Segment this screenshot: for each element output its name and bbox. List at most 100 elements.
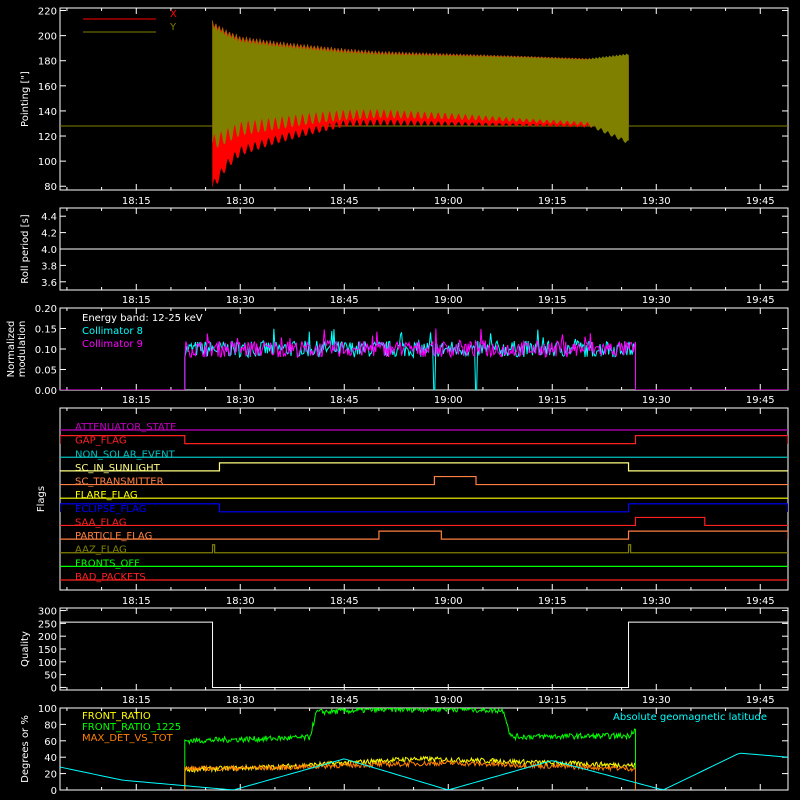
x-tick-label: 19:30 <box>642 295 671 306</box>
y-tick-label: 140 <box>38 107 57 118</box>
legend-label-x: X <box>170 9 177 20</box>
x-tick-label: 18:45 <box>330 295 359 306</box>
plot-area <box>60 621 788 688</box>
y-tick-label: 150 <box>38 645 57 656</box>
x-tick-label: 18:30 <box>226 596 255 607</box>
x-tick-label: 19:00 <box>434 196 463 207</box>
legend-label-max-det-vs-tot: MAX_DET_VS_TOT <box>82 733 174 744</box>
y-tick-label: 0 <box>51 786 57 797</box>
flag-label-particle_flag: PARTICLE_FLAG <box>75 531 152 542</box>
series-y-band <box>212 20 629 148</box>
x-tick-label: 19:45 <box>746 596 775 607</box>
y-axis-label: Quality <box>20 631 31 667</box>
y-tick-label: 300 <box>38 607 57 618</box>
x-tick-label: 19:15 <box>538 395 567 406</box>
panel-5: 18:15 18:30 18:45 19:00 19:15 19:30 19:45 050 10… <box>20 607 789 706</box>
flag-line-sc_transmitter <box>60 475 788 486</box>
flag-label-eclipse_flag: ECLIPSE_FLAG <box>75 504 146 515</box>
y-tick-label: 80 <box>44 720 57 731</box>
x-tick-label: 19:30 <box>642 196 671 207</box>
x-tick-label: 19:30 <box>642 695 671 706</box>
y-tick-label: 20 <box>44 770 57 781</box>
panel-3: 18:15 18:30 18:45 19:00 19:15 19:30 19:45 0.00 0… <box>6 304 789 406</box>
flag-label-saa_flag: SAA_FLAG <box>75 517 126 528</box>
y-tick-label: 4.4 <box>41 212 57 223</box>
y-tick-label: 0.05 <box>35 366 57 377</box>
x-tick-label: 19:15 <box>538 196 567 207</box>
x-tick-label: 18:45 <box>330 596 359 607</box>
panel-4: 18:15 18:30 18:45 19:00 19:15 19:30 19:45 Flags… <box>36 407 789 607</box>
x-tick-label: 19:15 <box>538 295 567 306</box>
x-tick-label: 18:15 <box>122 395 151 406</box>
y-tick-label: 200 <box>38 32 57 43</box>
flag-label-non_solar_event: NON_SOLAR_EVENT <box>75 449 176 460</box>
x-tick-label: 19:00 <box>434 596 463 607</box>
x-tick-label: 18:45 <box>330 695 359 706</box>
y-axis-label: modulation <box>17 321 28 378</box>
y-tick-label: 100 <box>38 704 57 715</box>
x-tick-label: 18:15 <box>122 695 151 706</box>
flag-line-aaz_flag <box>60 544 788 554</box>
y-axis-label: Roll period [s] <box>20 214 31 283</box>
y-tick-label: 160 <box>38 82 57 93</box>
legend-label-collimator-8: Collimator 8 <box>82 326 143 337</box>
quality-line <box>60 621 788 688</box>
x-tick-label: 19:30 <box>642 596 671 607</box>
series-absolute-geomagnetic-latitude <box>60 752 788 790</box>
y-tick-label: 120 <box>38 132 57 143</box>
x-tick-label: 19:45 <box>746 695 775 706</box>
y-tick-label: 0.15 <box>35 325 57 336</box>
series-max-det-vs-tot <box>184 759 636 790</box>
panel-frame <box>59 7 789 191</box>
panel-frame <box>59 407 789 591</box>
y-axis-label: Pointing ["] <box>20 71 31 127</box>
y-tick-label: 0.10 <box>35 345 57 356</box>
x-tick-label: 19:30 <box>642 395 671 406</box>
y-axis-label: Degrees or % <box>20 715 31 783</box>
y-tick-label: 100 <box>38 658 57 669</box>
panel-2: 18:15 18:30 18:45 19:00 19:15 19:30 19:45 3.6 3.… <box>20 207 789 306</box>
y-tick-label: 50 <box>44 671 57 682</box>
y-tick-label: 4.2 <box>41 229 57 240</box>
flag-label-fronts_off: FRONTS_OFF <box>75 558 140 569</box>
flag-line-gap_flag <box>60 435 788 445</box>
y-tick-label: 180 <box>38 57 57 68</box>
y-tick-label: 60 <box>44 737 57 748</box>
flag-label-sc_transmitter: SC_TRANSMITTER <box>75 477 164 488</box>
x-tick-label: 18:15 <box>122 295 151 306</box>
y-tick-label: 40 <box>44 753 57 764</box>
legend-label-geomagnetic-latitude: Absolute geomagnetic latitude <box>613 712 767 723</box>
series-front-ratio-1225 <box>184 708 636 790</box>
panel-frame <box>59 607 789 691</box>
legend-label-collimator-9: Collimator 9 <box>82 339 143 350</box>
y-tick-label: 250 <box>38 619 57 630</box>
flag-label-bad_packets: BAD_PACKETS <box>75 572 146 583</box>
flag-line-eclipse_flag <box>60 503 788 513</box>
x-tick-label: 18:30 <box>226 695 255 706</box>
plot-area <box>60 429 788 581</box>
y-tick-label: 0.00 <box>35 386 57 397</box>
x-tick-label: 19:00 <box>434 695 463 706</box>
y-axis-label: Flags <box>36 486 47 512</box>
x-tick-label: 19:45 <box>746 295 775 306</box>
plot-area <box>60 708 788 790</box>
series-collimator-8 <box>60 328 788 390</box>
y-axis-label: Normalized <box>6 321 17 378</box>
x-tick-label: 18:15 <box>122 196 151 207</box>
y-tick-label: 80 <box>44 182 57 193</box>
x-tick-label: 19:15 <box>538 596 567 607</box>
y-tick-label: 0 <box>51 683 57 694</box>
flag-line-sc_in_sunlight <box>60 462 788 472</box>
y-tick-label: 4.0 <box>41 245 57 256</box>
energy-band-annotation: Energy band: 12-25 keV <box>82 313 203 324</box>
panel-frame <box>59 707 789 791</box>
panel-6: 0 20 40 60 80 100 Degrees or % FRONT_RATIOFRONT… <box>20 704 789 797</box>
x-tick-label: 18:15 <box>122 596 151 607</box>
x-tick-label: 18:45 <box>330 196 359 207</box>
x-tick-label: 18:30 <box>226 295 255 306</box>
panel-1: 18:15 18:30 18:45 19:00 19:15 19:30 19:45 80 100… <box>20 7 789 207</box>
flag-label-flare_flag: FLARE_FLAG <box>75 490 138 501</box>
x-tick-label: 18:30 <box>226 196 255 207</box>
y-tick-label: 0.20 <box>35 304 57 315</box>
